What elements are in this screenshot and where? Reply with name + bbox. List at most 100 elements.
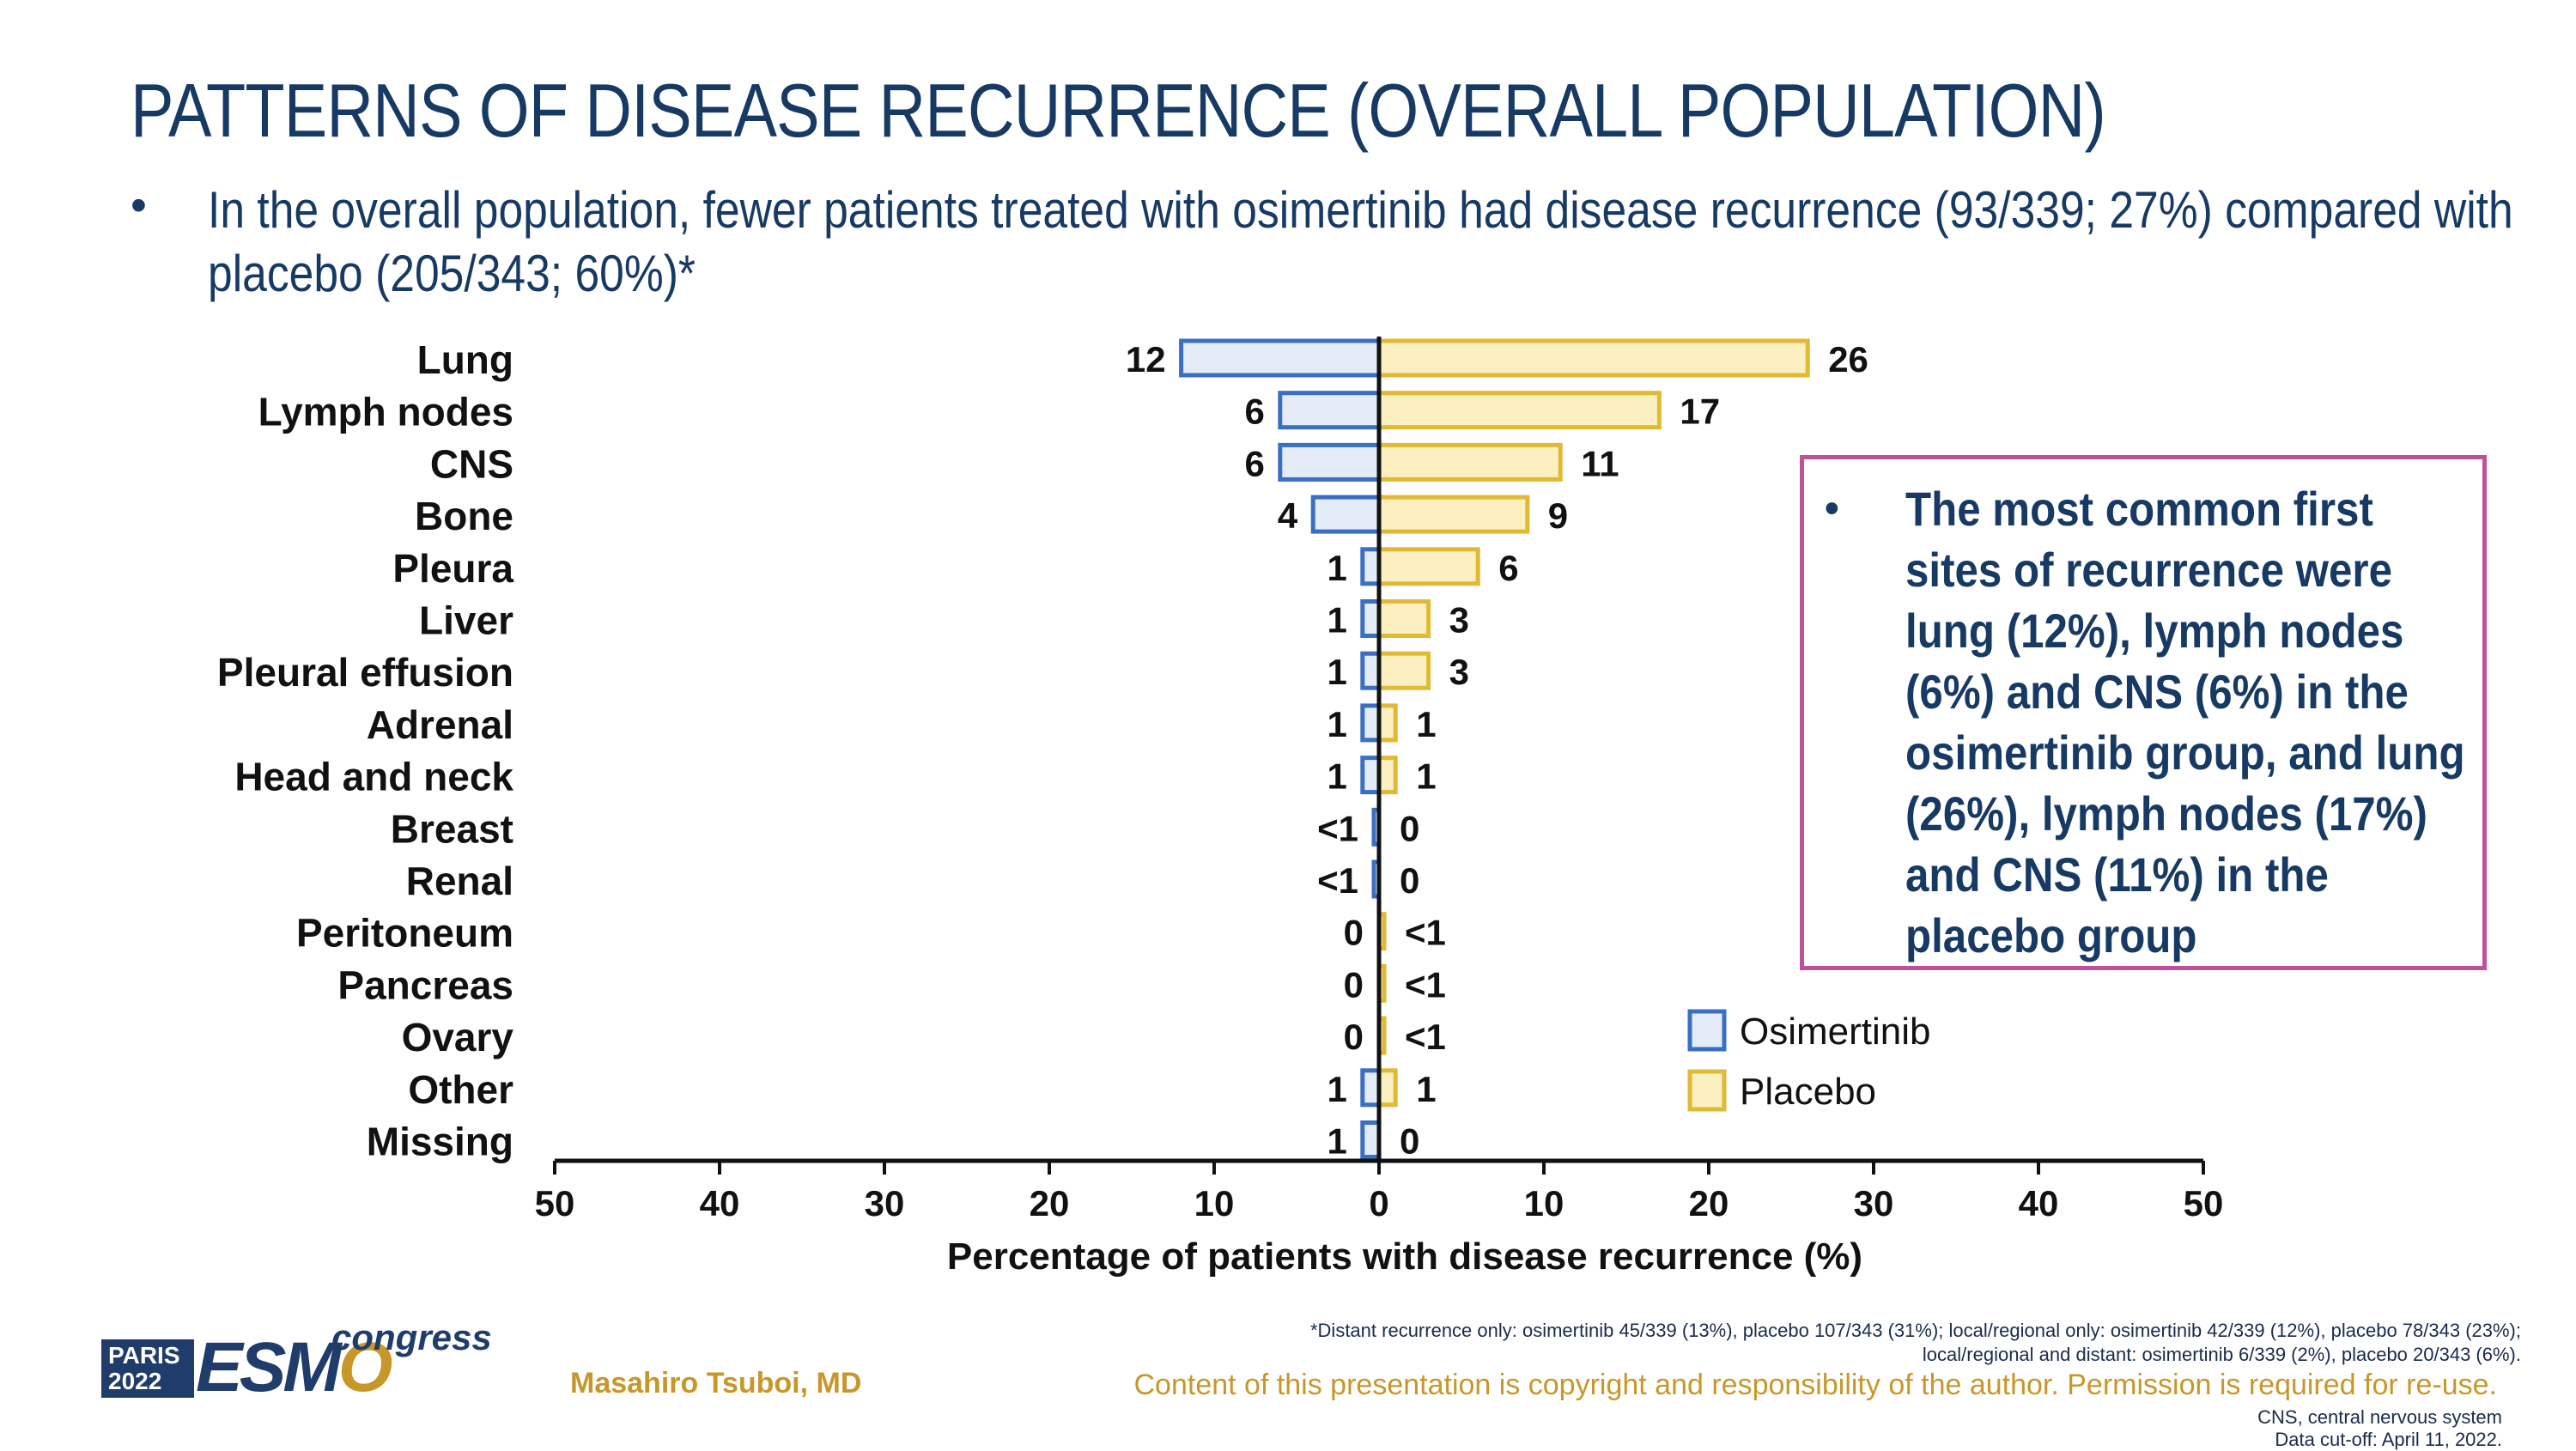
value-placebo-cns: 11 <box>1581 443 1619 483</box>
category-label-bone: Bone <box>415 494 513 538</box>
category-label-lung: Lung <box>417 337 513 382</box>
bar-osimertinib-missing <box>1360 1120 1382 1159</box>
legend-swatch-placebo <box>1687 1069 1727 1112</box>
logo-esmo: ESMO <box>196 1327 392 1408</box>
logo-brand-esm: ESM <box>196 1328 342 1406</box>
bar-osimertinib-bone <box>1310 495 1382 534</box>
value-osimertinib-peritoneum: 0 <box>1344 913 1364 953</box>
bar-placebo-pleura <box>1376 547 1480 586</box>
footnote-line-2: local/regional and distant: osimertinib … <box>1922 1344 2521 1365</box>
summary-text: In the overall population, fewer patient… <box>208 181 2513 302</box>
value-placebo-peritoneum: <1 <box>1405 913 1446 953</box>
value-osimertinib-liver: 1 <box>1327 600 1346 641</box>
callout-text: The most common first sites of recurrenc… <box>1905 482 2465 962</box>
value-placebo-breast: 0 <box>1400 808 1419 848</box>
value-osimertinib-breast: <1 <box>1317 808 1358 848</box>
bar-placebo-head-and-neck <box>1376 756 1398 795</box>
value-osimertinib-ovary: 0 <box>1344 1017 1364 1057</box>
bar-placebo-lymph-nodes <box>1376 391 1662 430</box>
legend-swatch-osimertinib <box>1687 1009 1727 1052</box>
category-label-peritoneum: Peritoneum <box>296 911 513 956</box>
x-tick-label-5: 0 <box>1369 1183 1388 1223</box>
bar-placebo-liver <box>1376 599 1431 638</box>
callout-box: • The most common first sites of recurre… <box>1800 455 2487 970</box>
value-osimertinib-other: 1 <box>1327 1069 1346 1109</box>
bar-osimertinib-adrenal <box>1360 703 1382 743</box>
value-osimertinib-adrenal: 1 <box>1327 704 1346 744</box>
x-tick-label-10: 50 <box>2184 1183 2224 1223</box>
category-label-missing: Missing <box>367 1120 513 1164</box>
value-osimertinib-bone: 4 <box>1278 495 1298 536</box>
abbreviations: CNS, central nervous system Data cut-off… <box>2257 1406 2502 1451</box>
category-label-pleural-effusion: Pleural effusion <box>217 650 513 695</box>
value-placebo-lung: 26 <box>1828 339 1868 379</box>
x-tick-label-7: 20 <box>1689 1183 1729 1223</box>
data-cutoff: Data cut-off: April 11, 2022. <box>2275 1429 2502 1450</box>
bar-osimertinib-pleura <box>1360 547 1382 586</box>
presenter-name: Masahiro Tsuboi, MD <box>570 1367 862 1399</box>
value-placebo-adrenal: 1 <box>1416 704 1436 744</box>
bar-osimertinib-pleural-effusion <box>1360 651 1382 690</box>
footnote: *Distant recurrence only: osimertinib 45… <box>1310 1319 2521 1367</box>
x-tick-label-4: 10 <box>1194 1183 1235 1223</box>
bar-placebo-cns <box>1376 442 1563 482</box>
x-tick-label-9: 40 <box>2019 1183 2059 1223</box>
footnote-line-1: *Distant recurrence only: osimertinib 45… <box>1309 1320 2521 1341</box>
value-placebo-renal: 0 <box>1400 860 1419 901</box>
esmo-congress-logo: PARIS 2022 ESMO congress <box>101 1317 492 1406</box>
x-axis-title: Percentage of patients with disease recu… <box>947 1235 1862 1278</box>
bar-osimertinib-liver <box>1360 599 1382 638</box>
value-placebo-bone: 9 <box>1548 495 1568 536</box>
value-osimertinib-lung: 12 <box>1126 339 1166 379</box>
value-placebo-liver: 3 <box>1449 600 1469 641</box>
legend-label-osimertinib: Osimertinib <box>1740 1011 1931 1053</box>
slide-title: PATTERNS OF DISEASE RECURRENCE (OVERALL … <box>131 68 2106 153</box>
x-tick-label-6: 10 <box>1524 1183 1564 1223</box>
category-label-lymph-nodes: Lymph nodes <box>258 390 513 434</box>
x-tick-label-1: 40 <box>700 1183 740 1223</box>
logo-city-box: PARIS 2022 <box>101 1339 194 1398</box>
bar-osimertinib-lymph-nodes <box>1278 391 1382 430</box>
x-tick-label-8: 30 <box>1854 1183 1894 1223</box>
category-label-breast: Breast <box>391 806 513 851</box>
bar-placebo-bone <box>1376 495 1530 534</box>
category-label-pleura: Pleura <box>392 546 513 591</box>
value-osimertinib-pleural-effusion: 1 <box>1327 652 1346 692</box>
logo-year: 2022 <box>108 1368 162 1394</box>
x-tick-label-3: 20 <box>1030 1183 1070 1223</box>
bar-placebo-adrenal <box>1376 703 1398 743</box>
x-tick-label-2: 30 <box>865 1183 905 1223</box>
bar-placebo-pleural-effusion <box>1376 651 1431 690</box>
copyright-notice: Content of this presentation is copyrigh… <box>1133 1369 2498 1401</box>
value-placebo-ovary: <1 <box>1405 1017 1446 1057</box>
value-placebo-other: 1 <box>1416 1069 1436 1109</box>
value-osimertinib-pleura: 1 <box>1327 548 1346 588</box>
value-placebo-lymph-nodes: 17 <box>1680 392 1720 432</box>
logo-city: PARIS <box>108 1342 180 1369</box>
bar-osimertinib-head-and-neck <box>1360 756 1382 795</box>
category-label-pancreas: Pancreas <box>337 962 513 1007</box>
abbrev-cns: CNS, central nervous system <box>2257 1406 2502 1428</box>
logo-congress: congress <box>331 1317 492 1357</box>
bar-osimertinib-other <box>1360 1068 1382 1108</box>
value-placebo-pleural-effusion: 3 <box>1449 652 1469 692</box>
value-placebo-head-and-neck: 1 <box>1416 756 1436 797</box>
bar-placebo-other <box>1376 1068 1398 1108</box>
category-label-adrenal: Adrenal <box>367 702 513 747</box>
category-label-cns: CNS <box>430 441 513 486</box>
value-osimertinib-lymph-nodes: 6 <box>1244 392 1264 432</box>
x-tick-label-0: 50 <box>535 1183 575 1223</box>
category-label-renal: Renal <box>406 859 513 903</box>
category-label-liver: Liver <box>419 598 513 643</box>
value-osimertinib-cns: 6 <box>1244 443 1264 483</box>
bar-placebo-lung <box>1376 338 1810 378</box>
value-osimertinib-missing: 1 <box>1327 1121 1346 1162</box>
legend-label-placebo: Placebo <box>1740 1071 1876 1113</box>
bar-osimertinib-lung <box>1179 338 1382 378</box>
value-osimertinib-head-and-neck: 1 <box>1327 756 1346 797</box>
category-label-head-and-neck: Head and neck <box>234 755 513 799</box>
value-placebo-pancreas: <1 <box>1405 964 1446 1005</box>
category-label-other: Other <box>408 1067 513 1112</box>
value-osimertinib-renal: <1 <box>1317 860 1358 901</box>
